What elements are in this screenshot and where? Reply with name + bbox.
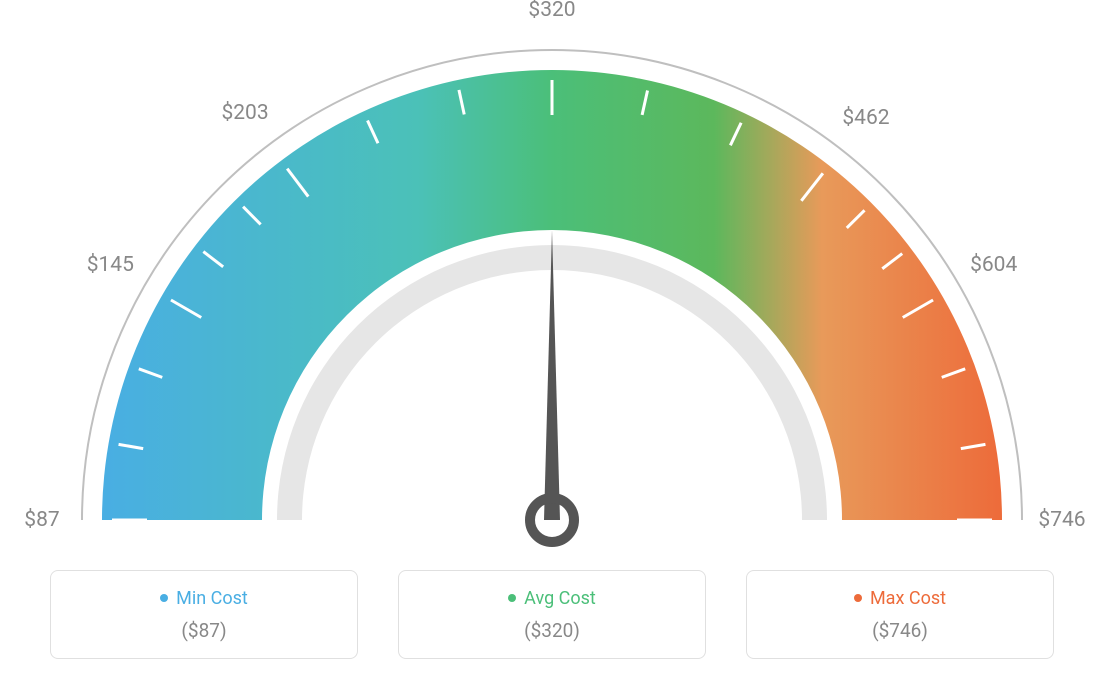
legend-value: ($320): [411, 619, 693, 642]
legend-dot-icon: [508, 594, 516, 602]
gauge-tick-label: $604: [970, 253, 1017, 277]
legend-label: Avg Cost: [524, 588, 596, 609]
gauge-tick-label: $203: [221, 101, 268, 125]
gauge-tick-label: $320: [528, 0, 575, 22]
gauge-svg: [0, 0, 1104, 560]
legend-item: Max Cost ($746): [746, 570, 1054, 659]
legend-label: Max Cost: [870, 588, 946, 609]
legend-title: Avg Cost: [508, 588, 596, 609]
gauge-chart: $87 $145 $203 $320 $462 $604 $746: [0, 0, 1104, 560]
legend: Min Cost ($87) Avg Cost ($320) Max Cost ($746…: [0, 570, 1104, 659]
gauge-tick-label: $462: [842, 106, 889, 130]
legend-dot-icon: [160, 594, 168, 602]
gauge-tick-label: $145: [87, 253, 134, 277]
legend-item: Min Cost ($87): [50, 570, 358, 659]
legend-item: Avg Cost ($320): [398, 570, 706, 659]
legend-dot-icon: [854, 594, 862, 602]
legend-value: ($746): [759, 619, 1041, 642]
legend-title: Min Cost: [160, 588, 248, 609]
legend-label: Min Cost: [176, 588, 248, 609]
legend-value: ($87): [63, 619, 345, 642]
gauge-tick-label: $87: [24, 508, 59, 532]
legend-title: Max Cost: [854, 588, 946, 609]
gauge-tick-label: $746: [1038, 508, 1085, 532]
